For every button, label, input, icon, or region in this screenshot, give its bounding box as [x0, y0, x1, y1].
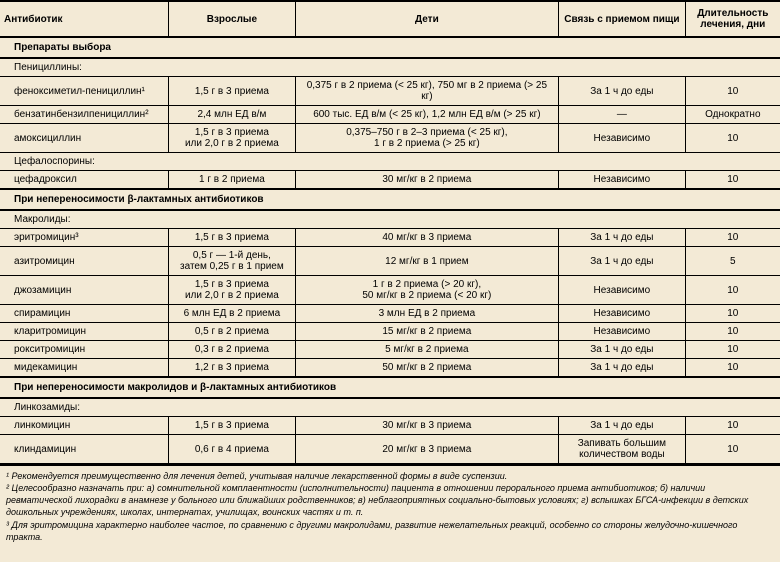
- cell-adults: 1,5 г в 3 приемаили 2,0 г в 2 приема: [169, 276, 295, 305]
- cell-food: За 1 ч до еды: [559, 247, 685, 276]
- cell-dur: 10: [685, 359, 780, 378]
- table-row: феноксиметил-пенициллин¹ 1,5 г в 3 прием…: [0, 77, 780, 106]
- cell-adults: 0,6 г в 4 приема: [169, 435, 295, 464]
- antibiotic-table: Антибиотик Взрослые Дети Связь с приемом…: [0, 0, 780, 464]
- table-row: мидекамицин 1,2 г в 3 приема 50 мг/кг в …: [0, 359, 780, 378]
- footnote-1: ¹ Рекомендуется преимущественно для лече…: [6, 470, 774, 482]
- cell-dur: 10: [685, 435, 780, 464]
- cell-name: цефадроксил: [0, 171, 169, 190]
- cell-children: 20 мг/кг в 3 приема: [295, 435, 559, 464]
- header-antibiotic: Антибиотик: [0, 1, 169, 37]
- table-row: азитромицин 0,5 г — 1-й день,затем 0,25 …: [0, 247, 780, 276]
- cell-dur: 10: [685, 323, 780, 341]
- header-duration: Длительность лечения, дни: [685, 1, 780, 37]
- cell-name: бензатинбензилпенициллин²: [0, 106, 169, 124]
- cell-name: спирамицин: [0, 305, 169, 323]
- cell-adults: 1,5 г в 3 приема: [169, 229, 295, 247]
- cell-children: 600 тыс. ЕД в/м (< 25 кг), 1,2 млн ЕД в/…: [295, 106, 559, 124]
- cell-children: 30 мг/кг в 2 приема: [295, 171, 559, 190]
- cell-adults: 1,5 г в 3 приема: [169, 417, 295, 435]
- cell-children: 3 млн ЕД в 2 приема: [295, 305, 559, 323]
- cell-children: 0,375–750 г в 2–3 приема (< 25 кг),1 г в…: [295, 124, 559, 153]
- cell-food: Запивать большимколичеством воды: [559, 435, 685, 464]
- table-row: линкомицин 1,5 г в 3 приема 30 мг/кг в 3…: [0, 417, 780, 435]
- cell-adults: 6 млн ЕД в 2 приема: [169, 305, 295, 323]
- table-row: джозамицин 1,5 г в 3 приемаили 2,0 г в 2…: [0, 276, 780, 305]
- cell-children: 5 мг/кг в 2 приема: [295, 341, 559, 359]
- cell-dur: 10: [685, 417, 780, 435]
- cell-name: кларитромицин: [0, 323, 169, 341]
- section-beta: При непереносимости β-лактамных антибиот…: [0, 189, 780, 210]
- header-food: Связь с приемом пищи: [559, 1, 685, 37]
- cell-dur: 10: [685, 341, 780, 359]
- cell-food: Независимо: [559, 124, 685, 153]
- cell-name: азитромицин: [0, 247, 169, 276]
- cell-adults: 2,4 млн ЕД в/м: [169, 106, 295, 124]
- header-adults: Взрослые: [169, 1, 295, 37]
- footnote-3: ³ Для эритромицина характерно наиболее ч…: [6, 519, 774, 543]
- cell-food: Независимо: [559, 305, 685, 323]
- cell-name: линкомицин: [0, 417, 169, 435]
- cell-children: 12 мг/кг в 1 прием: [295, 247, 559, 276]
- cell-children: 50 мг/кг в 2 приема: [295, 359, 559, 378]
- table-row: цефадроксил 1 г в 2 приема 30 мг/кг в 2 …: [0, 171, 780, 190]
- cell-children: 1 г в 2 приема (> 20 кг),50 мг/кг в 2 пр…: [295, 276, 559, 305]
- table-row: амоксициллин 1,5 г в 3 приемаили 2,0 г в…: [0, 124, 780, 153]
- footnote-2: ² Целесообразно назначать при: а) сомнит…: [6, 482, 774, 518]
- cell-name: мидекамицин: [0, 359, 169, 378]
- cell-dur: 10: [685, 77, 780, 106]
- cell-food: Независимо: [559, 171, 685, 190]
- cell-name: феноксиметил-пенициллин¹: [0, 77, 169, 106]
- cell-children: 15 мг/кг в 2 приема: [295, 323, 559, 341]
- cell-dur: 10: [685, 276, 780, 305]
- cell-name: клиндамицин: [0, 435, 169, 464]
- table-row: клиндамицин 0,6 г в 4 приема 20 мг/кг в …: [0, 435, 780, 464]
- cell-adults: 0,5 г — 1-й день,затем 0,25 г в 1 прием: [169, 247, 295, 276]
- cell-food: За 1 ч до еды: [559, 417, 685, 435]
- cell-food: Независимо: [559, 323, 685, 341]
- table-row: кларитромицин 0,5 г в 2 приема 15 мг/кг …: [0, 323, 780, 341]
- cell-food: За 1 ч до еды: [559, 229, 685, 247]
- header-row: Антибиотик Взрослые Дети Связь с приемом…: [0, 1, 780, 37]
- subgroup-macrolides: Макролиды:: [0, 210, 780, 229]
- cell-adults: 1,5 г в 3 приема: [169, 77, 295, 106]
- cell-dur: 10: [685, 305, 780, 323]
- table-row: бензатинбензилпенициллин² 2,4 млн ЕД в/м…: [0, 106, 780, 124]
- cell-name: эритромицин³: [0, 229, 169, 247]
- subgroup-linco: Линкозамиды:: [0, 398, 780, 417]
- section-choice: Препараты выбора: [0, 37, 780, 58]
- table-row: эритромицин³ 1,5 г в 3 приема 40 мг/кг в…: [0, 229, 780, 247]
- cell-dur: 10: [685, 171, 780, 190]
- cell-dur: 10: [685, 229, 780, 247]
- cell-adults: 0,3 г в 2 приема: [169, 341, 295, 359]
- cell-children: 40 мг/кг в 3 приема: [295, 229, 559, 247]
- table-row: рокситромицин 0,3 г в 2 приема 5 мг/кг в…: [0, 341, 780, 359]
- cell-name: джозамицин: [0, 276, 169, 305]
- cell-adults: 1 г в 2 приема: [169, 171, 295, 190]
- cell-food: —: [559, 106, 685, 124]
- cell-adults: 0,5 г в 2 приема: [169, 323, 295, 341]
- cell-children: 30 мг/кг в 3 приема: [295, 417, 559, 435]
- cell-adults: 1,2 г в 3 приема: [169, 359, 295, 378]
- cell-food: За 1 ч до еды: [559, 341, 685, 359]
- cell-food: За 1 ч до еды: [559, 359, 685, 378]
- cell-name: рокситромицин: [0, 341, 169, 359]
- table-row: спирамицин 6 млн ЕД в 2 приема 3 млн ЕД …: [0, 305, 780, 323]
- cell-adults: 1,5 г в 3 приемаили 2,0 г в 2 приема: [169, 124, 295, 153]
- header-children: Дети: [295, 1, 559, 37]
- cell-dur: 5: [685, 247, 780, 276]
- cell-name: амоксициллин: [0, 124, 169, 153]
- cell-children: 0,375 г в 2 приема (< 25 кг), 750 мг в 2…: [295, 77, 559, 106]
- cell-food: Независимо: [559, 276, 685, 305]
- footnotes: ¹ Рекомендуется преимущественно для лече…: [0, 464, 780, 551]
- subgroup-cephalo: Цефалоспорины:: [0, 153, 780, 171]
- cell-dur: 10: [685, 124, 780, 153]
- section-macbeta: При непереносимости макролидов и β-лакта…: [0, 377, 780, 398]
- cell-dur: Однократно: [685, 106, 780, 124]
- subgroup-penicillins: Пенициллины:: [0, 58, 780, 77]
- cell-food: За 1 ч до еды: [559, 77, 685, 106]
